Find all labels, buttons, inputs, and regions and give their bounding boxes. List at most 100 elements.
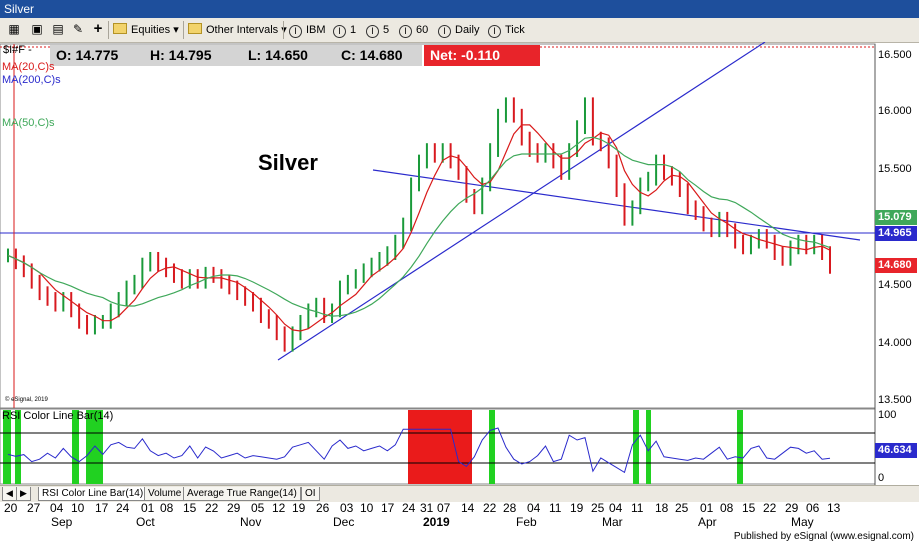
ma20-legend[interactable]: MA(20,C)s (2, 61, 55, 73)
date-tick-label: 28 (503, 501, 517, 515)
toolbar-item-daily[interactable]: I Daily (438, 22, 479, 38)
price-axis-label: 14.500 (878, 279, 912, 291)
divider (283, 21, 284, 39)
date-tick-label: 08 (160, 501, 174, 515)
rsi-value-tag: 46.634 (875, 443, 917, 458)
month-label: Apr (698, 515, 717, 529)
tab-oi[interactable]: OI (301, 487, 320, 501)
toolbar: ▦ ▣ ▤ ✎ + Equities ▾ Other Intervals ▾ I… (0, 18, 919, 43)
month-label: Dec (333, 515, 355, 529)
line-price-tag: 14.965 (875, 226, 917, 241)
date-tick-label: 10 (71, 501, 85, 515)
date-tick-label: 04 (50, 501, 64, 515)
net-change-box: Net: -0.110 (424, 45, 540, 66)
date-tick-label: 29 (227, 501, 241, 515)
interval-circle-icon: I (488, 25, 501, 38)
date-tick-label: 11 (549, 501, 562, 515)
tab-atr[interactable]: Average True Range(14) (183, 487, 301, 501)
intervals-menu[interactable]: Other Intervals ▾ (188, 22, 287, 38)
toolbar-item-60[interactable]: I 60 (399, 22, 428, 38)
window-titlebar: Silver (0, 0, 919, 18)
ma200-legend[interactable]: MA(200,C)s (2, 74, 61, 86)
intervals-label: Other Intervals (206, 24, 279, 36)
toolbar-item-label: 5 (383, 24, 390, 36)
date-tick-label: 01 (141, 501, 155, 515)
indicator-tabbar: ◀ ▶ RSI Color Line Bar(14) Volume Averag… (0, 485, 919, 502)
date-tick-label: 25 (591, 501, 605, 515)
date-tick-label: 29 (785, 501, 799, 515)
ma50-price-tag: 15.079 (875, 210, 917, 225)
date-tick-label: 15 (183, 501, 197, 515)
ma20-line (7, 124, 831, 332)
date-tick-label: 03 (340, 501, 354, 515)
interval-circle-icon: I (289, 25, 302, 38)
quote-icon[interactable]: ▣ (31, 22, 43, 36)
date-tick-label: 17 (381, 501, 395, 515)
divider (183, 21, 184, 39)
date-tick-label: 31 (420, 501, 434, 515)
downtrend-line (372, 169, 861, 241)
folder-icon (113, 23, 127, 34)
scroll-right-arrow[interactable]: ▶ (16, 487, 31, 501)
window-title: Silver (4, 2, 35, 16)
date-tick-label: 22 (483, 501, 497, 515)
symbol-lists-label: Equities (131, 24, 171, 36)
interval-circle-icon: I (333, 25, 346, 38)
ma50-line (7, 136, 831, 317)
date-tick-label: 25 (675, 501, 689, 515)
divider (108, 21, 109, 39)
date-tick-label: 13 (827, 501, 841, 515)
toolbar-item-tick[interactable]: I Tick (488, 22, 525, 38)
scroll-left-arrow[interactable]: ◀ (2, 487, 17, 501)
ma50-legend[interactable]: MA(50,C)s (2, 117, 55, 129)
publisher-footer: Published by eSignal (www.esignal.com) (733, 531, 914, 542)
price-bars (7, 97, 831, 352)
month-label: Feb (516, 515, 537, 529)
symbol-lists-menu[interactable]: Equities ▾ (113, 22, 179, 38)
month-label: Sep (51, 515, 73, 529)
date-tick-label: 05 (251, 501, 265, 515)
rsi-axis-label: 100 (878, 409, 897, 421)
price-axis-label: 15.500 (878, 163, 912, 175)
date-tick-label: 04 (609, 501, 623, 515)
chart-title: Silver (258, 150, 318, 175)
rsi-highlight-band (489, 410, 495, 484)
date-tick-label: 12 (272, 501, 286, 515)
price-axis-label: 16.500 (878, 49, 912, 61)
date-tick-label: 17 (95, 501, 109, 515)
tab-volume[interactable]: Volume (144, 487, 186, 501)
rsi-axis-label: 0 (878, 472, 885, 484)
date-tick-label: 01 (700, 501, 714, 515)
portfolio-icon[interactable]: ▤ (52, 22, 64, 36)
price-axis-label: 13.500 (878, 394, 912, 406)
rsi-legend[interactable]: RSI Color Line Bar(14) (2, 410, 114, 422)
uptrend-line (277, 42, 766, 361)
toolbar-item-ibm[interactable]: I IBM (289, 22, 326, 38)
date-tick-label: 07 (437, 501, 451, 515)
rsi-highlight-band (15, 410, 21, 484)
symbol-label: $I#F - (3, 44, 32, 56)
rsi-line (7, 427, 831, 474)
edit-icon[interactable]: ✎ (72, 22, 84, 36)
date-tick-label: 24 (402, 501, 416, 515)
folder-icon (188, 23, 202, 34)
rsi-highlight-band (646, 410, 651, 484)
date-tick-label: 04 (527, 501, 541, 515)
price-chart[interactable] (0, 42, 919, 485)
date-tick-label: 26 (316, 501, 330, 515)
copyright-label: © eSignal, 2019 (5, 397, 48, 403)
chart-icon[interactable]: ▦ (8, 22, 20, 36)
tab-rsi[interactable]: RSI Color Line Bar(14) (38, 487, 148, 501)
rsi-highlight-band (633, 410, 639, 484)
toolbar-item-label: IBM (306, 24, 326, 36)
date-tick-label: 10 (360, 501, 374, 515)
price-axis-label: 14.000 (878, 337, 912, 349)
low-value: L: 14.650 (248, 47, 308, 63)
last-price-tag: 14.680 (875, 258, 917, 273)
toolbar-item-label: 1 (350, 24, 357, 36)
rsi-highlight-bands (3, 410, 743, 484)
month-label: May (791, 515, 814, 529)
add-icon[interactable]: + (93, 20, 103, 37)
